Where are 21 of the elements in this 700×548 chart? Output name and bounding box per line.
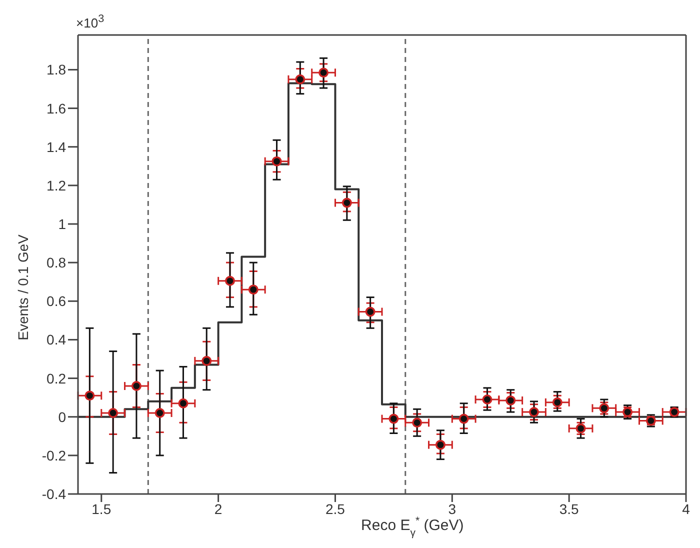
- y-tick-label: 1: [58, 216, 66, 232]
- x-tick-label: 3.5: [559, 500, 580, 517]
- text: ×10$^{3}$: [76, 13, 104, 30]
- y-tick-label: 0: [58, 408, 66, 425]
- y-tick-label: 1.8: [46, 62, 66, 78]
- x-axis-title: Reco E$_{γ}$$^{*}$ (GeV): [361, 515, 464, 539]
- x-tick-label: 3: [448, 500, 456, 517]
- y-tick-label: -0.4: [42, 486, 66, 502]
- y-tick-label: 1.2: [46, 177, 66, 194]
- y-tick-label: 0.6: [46, 293, 66, 310]
- x-tick-label: 4: [682, 500, 690, 517]
- x-tick-label: 1.5: [92, 500, 112, 517]
- y-tick-label: 0.2: [46, 370, 66, 386]
- x-tick-label: 2: [214, 500, 222, 517]
- y-tick-label: 1.4: [46, 138, 66, 155]
- y-tick-label: 0.4: [46, 332, 66, 348]
- y-tick-label: 1.6: [46, 100, 66, 116]
- x-tick-label: 2.5: [325, 500, 346, 517]
- y-tick-label: -0.2: [42, 447, 66, 464]
- y-axis-title: Events / 0.1 GeV: [15, 234, 31, 340]
- y-tick-label: 0.8: [46, 254, 66, 271]
